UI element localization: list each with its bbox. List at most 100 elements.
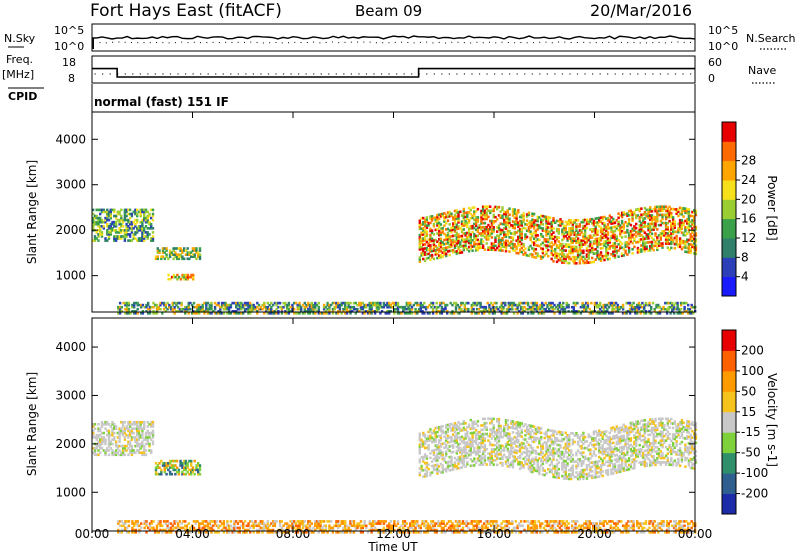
data-cell [693, 237, 696, 241]
data-cell [293, 526, 296, 530]
data-cell [480, 246, 483, 250]
data-cell [650, 305, 653, 309]
data-cell [328, 528, 331, 532]
data-cell [640, 207, 643, 210]
data-cell [147, 526, 150, 530]
data-cell [277, 301, 280, 305]
data-cell [95, 214, 98, 218]
data-cell [596, 237, 599, 241]
data-cell [613, 246, 617, 249]
data-cell [177, 275, 181, 279]
data-cell [530, 526, 533, 530]
data-cell [561, 261, 564, 264]
data-cell [349, 531, 352, 534]
data-cell [127, 427, 130, 430]
data-cell [624, 231, 627, 234]
data-cell [180, 526, 183, 530]
data-cell [475, 303, 479, 307]
data-cell [485, 215, 488, 219]
data-cell [557, 232, 560, 235]
data-cell [463, 305, 466, 309]
data-cell [95, 438, 98, 441]
data-cell [661, 205, 664, 208]
data-cell [604, 531, 607, 534]
data-cell [545, 246, 548, 249]
data-cell [168, 472, 172, 476]
data-cell [490, 310, 493, 313]
data-cell [574, 303, 577, 307]
data-cell [170, 251, 173, 254]
data-cell [193, 255, 196, 258]
data-cell [370, 305, 373, 309]
data-cell [264, 307, 268, 311]
data-cell [114, 229, 118, 232]
data-cell [370, 526, 373, 530]
data-cell [457, 235, 460, 238]
data-cell [366, 531, 370, 534]
data-cell [606, 253, 610, 257]
data-cell [106, 231, 109, 234]
data-cell [659, 234, 662, 237]
data-cell [456, 531, 459, 534]
data-cell [187, 301, 190, 305]
data-cell [317, 305, 320, 309]
data-cell [130, 220, 134, 224]
data-cell [145, 524, 148, 528]
data-cell [446, 227, 450, 231]
data-cell [263, 305, 266, 309]
data-cell [266, 522, 269, 525]
data-cell [689, 251, 692, 254]
data-cell [582, 239, 585, 242]
data-cell [611, 526, 614, 530]
data-cell [403, 520, 407, 523]
data-cell [642, 221, 645, 224]
data-cell [600, 305, 604, 309]
data-cell [666, 213, 669, 217]
data-cell [594, 239, 597, 243]
data-cell [672, 307, 676, 311]
data-cell [109, 229, 112, 232]
data-cell [680, 241, 684, 245]
data-cell [606, 233, 610, 236]
data-cell [432, 216, 436, 220]
data-cell [431, 524, 435, 528]
data-cell [656, 246, 659, 250]
data-cell [266, 301, 269, 305]
data-cell [570, 305, 574, 309]
data-cell [418, 223, 421, 227]
data-cell [561, 259, 564, 262]
data-cell [631, 219, 634, 222]
data-cell [582, 243, 585, 246]
data-cell [175, 253, 179, 256]
data-cell [287, 303, 291, 307]
data-cell [296, 531, 299, 534]
data-cell [511, 528, 514, 532]
data-cell [368, 305, 371, 309]
data-cell [687, 222, 691, 225]
data-cell [603, 254, 606, 258]
data-cell [347, 305, 350, 309]
data-cell [585, 241, 589, 244]
data-cell [595, 522, 598, 525]
data-cell [137, 431, 141, 435]
data-cell [351, 310, 354, 313]
data-cell [576, 255, 580, 259]
data-cell [598, 239, 601, 242]
data-cell [420, 231, 423, 235]
data-cell [165, 466, 168, 469]
data-cell [152, 520, 155, 523]
data-cell [278, 301, 282, 305]
data-cell [467, 241, 471, 245]
data-cell [416, 312, 419, 315]
data-cell [125, 301, 129, 305]
data-cell [605, 256, 608, 259]
data-cell [123, 212, 127, 216]
data-cell [226, 307, 229, 311]
data-cell [450, 245, 453, 248]
data-cell [319, 526, 322, 530]
data-cell [539, 524, 542, 528]
data-cell [273, 520, 277, 523]
data-cell [592, 223, 596, 227]
data-cell [252, 526, 255, 530]
data-cell [654, 220, 657, 223]
